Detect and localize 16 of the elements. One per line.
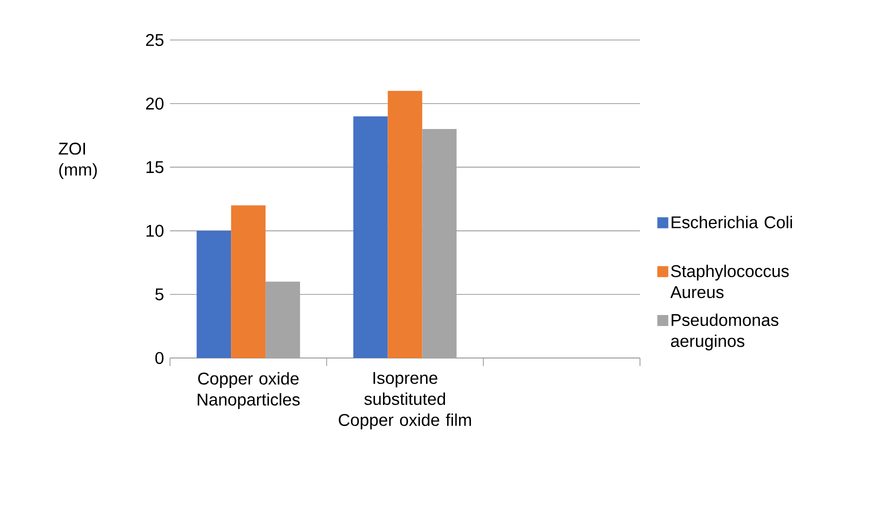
legend-label: Escherichia Coli	[672, 216, 792, 228]
y-axis-title: ZOI (mm)	[58, 142, 97, 180]
bar	[353, 116, 388, 358]
y-tick-label: 20	[146, 98, 164, 110]
y-tick-label: 5	[155, 288, 164, 300]
y-tick-label: 10	[146, 224, 164, 237]
bar	[231, 205, 266, 358]
x-tick-label: Isoprene substituted Copper oxide film	[338, 372, 471, 430]
y-tick-label: 25	[146, 34, 164, 46]
legend-label: Pseudomonas aeruginos	[671, 314, 778, 350]
y-tick-label: 0	[155, 352, 164, 364]
y-tick-label: 15	[146, 161, 164, 174]
legend-label: Staphylococcus Aureus	[670, 264, 789, 298]
bar	[196, 230, 232, 358]
x-tick-label: Copper oxide Nanoparticles	[198, 372, 300, 409]
bar	[388, 90, 422, 358]
